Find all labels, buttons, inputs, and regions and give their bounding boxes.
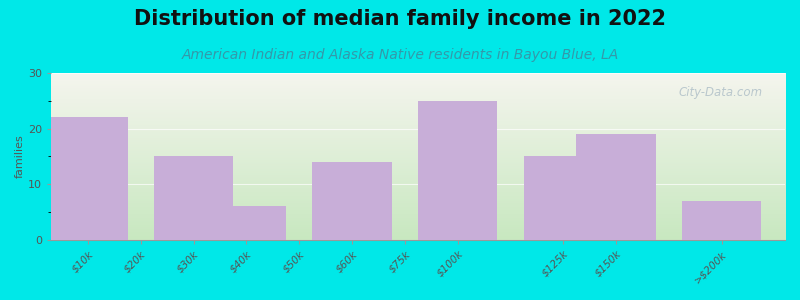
Text: American Indian and Alaska Native residents in Bayou Blue, LA: American Indian and Alaska Native reside…	[182, 48, 618, 62]
Bar	[48, 118, 127, 240]
Bar	[682, 201, 762, 240]
Bar	[418, 101, 497, 240]
Bar	[576, 134, 656, 240]
Bar	[523, 156, 603, 240]
Text: City-Data.com: City-Data.com	[679, 86, 763, 99]
Bar	[206, 206, 286, 240]
Y-axis label: families: families	[15, 134, 25, 178]
Bar	[154, 156, 233, 240]
Text: Distribution of median family income in 2022: Distribution of median family income in …	[134, 9, 666, 29]
Bar	[312, 162, 391, 240]
